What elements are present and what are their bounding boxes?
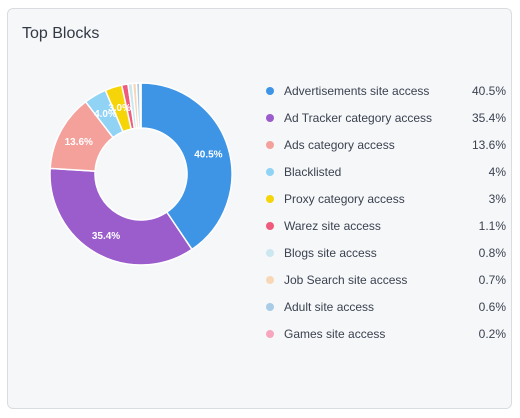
card-title: Top Blocks <box>22 25 100 42</box>
legend-color-dot <box>266 329 274 338</box>
slice-label-2: 35.4% <box>92 231 120 242</box>
legend-label: Blogs site access <box>284 245 377 260</box>
legend-value: 13.6% <box>471 137 506 152</box>
legend-item[interactable]: Games site access 0.2% <box>266 320 506 347</box>
legend-label: Advertisements site access <box>284 83 430 98</box>
legend-item[interactable]: Adult site access 0.6% <box>266 293 506 320</box>
legend-item[interactable]: Advertisements site access 40.5% <box>266 77 506 104</box>
legend-value: 0.8% <box>478 245 506 260</box>
legend-item[interactable]: Blacklisted 4% <box>266 158 506 185</box>
legend-item[interactable]: Warez site access 1.1% <box>266 212 506 239</box>
legend-color-dot <box>266 140 274 149</box>
legend-color-dot <box>266 248 274 257</box>
legend-value: 0.7% <box>478 272 506 287</box>
legend-item[interactable]: Ad Tracker category access 35.4% <box>266 104 506 131</box>
legend-value: 0.2% <box>478 326 506 341</box>
legend-color-dot <box>266 275 274 284</box>
legend-value: 40.5% <box>471 83 506 98</box>
legend-color-dot <box>266 86 274 95</box>
legend-color-dot <box>266 113 274 122</box>
legend-label: Proxy category access <box>284 191 405 206</box>
chart-legend: Advertisements site access 40.5% Ad Tracke… <box>266 77 506 347</box>
legend-color-dot <box>266 221 274 230</box>
legend-color-dot <box>266 302 274 311</box>
legend-label: Job Search site access <box>284 272 408 287</box>
top-blocks-card: Top Blocks 40.5% 35.4% 13.6% 4.0% 3.0% Adver… <box>7 8 512 409</box>
legend-item[interactable]: Blogs site access 0.8% <box>266 239 506 266</box>
legend-item[interactable]: Job Search site access 0.7% <box>266 266 506 293</box>
legend-item[interactable]: Ads category access 13.6% <box>266 131 506 158</box>
legend-value: 0.6% <box>478 299 506 314</box>
donut-chart: 40.5% 35.4% 13.6% 4.0% 3.0% <box>49 82 233 266</box>
legend-label: Warez site access <box>284 218 381 233</box>
legend-label: Blacklisted <box>284 164 342 179</box>
slice-label-1: 40.5% <box>194 149 222 160</box>
legend-label: Ads category access <box>284 137 395 152</box>
slice-label-5: 3.0% <box>108 103 131 114</box>
pie-slice-10[interactable] <box>139 82 142 129</box>
slice-label-3: 13.6% <box>65 137 93 148</box>
slice-label-4: 4.0% <box>94 109 117 120</box>
legend-label: Ad Tracker category access <box>284 110 433 125</box>
legend-item[interactable]: Proxy category access 3% <box>266 185 506 212</box>
legend-label: Adult site access <box>284 299 375 314</box>
legend-label: Games site access <box>284 326 386 341</box>
pie-slice-2[interactable] <box>49 167 193 266</box>
legend-value: 4% <box>488 164 506 179</box>
legend-color-dot <box>266 194 274 203</box>
legend-value: 1.1% <box>478 218 506 233</box>
donut-chart-svg: 40.5% 35.4% 13.6% 4.0%3.0% <box>49 82 233 266</box>
legend-value: 35.4% <box>471 110 506 125</box>
legend-color-dot <box>266 167 274 176</box>
pie-slice-1[interactable] <box>140 82 233 251</box>
legend-value: 3% <box>488 191 506 206</box>
